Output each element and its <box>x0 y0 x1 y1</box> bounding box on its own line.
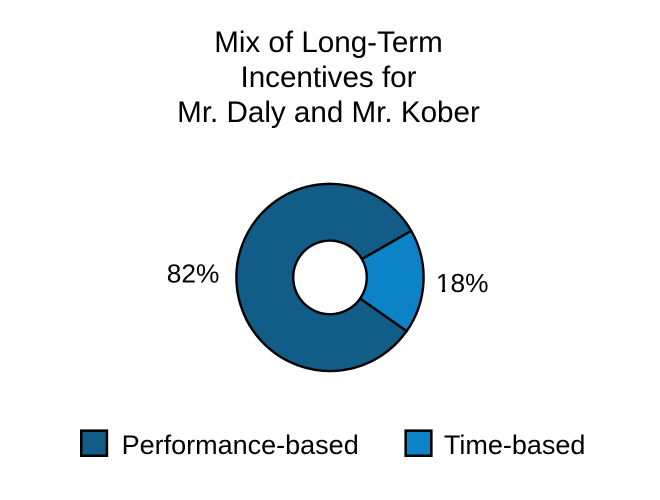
svg-text:Incentives for: Incentives for <box>240 61 416 94</box>
svg-text:Mr. Daly and Mr. Kober: Mr. Daly and Mr. Kober <box>177 96 480 129</box>
svg-text:Time-based: Time-based <box>444 430 586 460</box>
svg-text:Mix of Long-Term: Mix of Long-Term <box>214 26 443 59</box>
svg-text:Performance-based: Performance-based <box>122 430 359 460</box>
svg-text:82%: 82% <box>167 258 220 288</box>
svg-text:18%: 18% <box>436 268 489 298</box>
